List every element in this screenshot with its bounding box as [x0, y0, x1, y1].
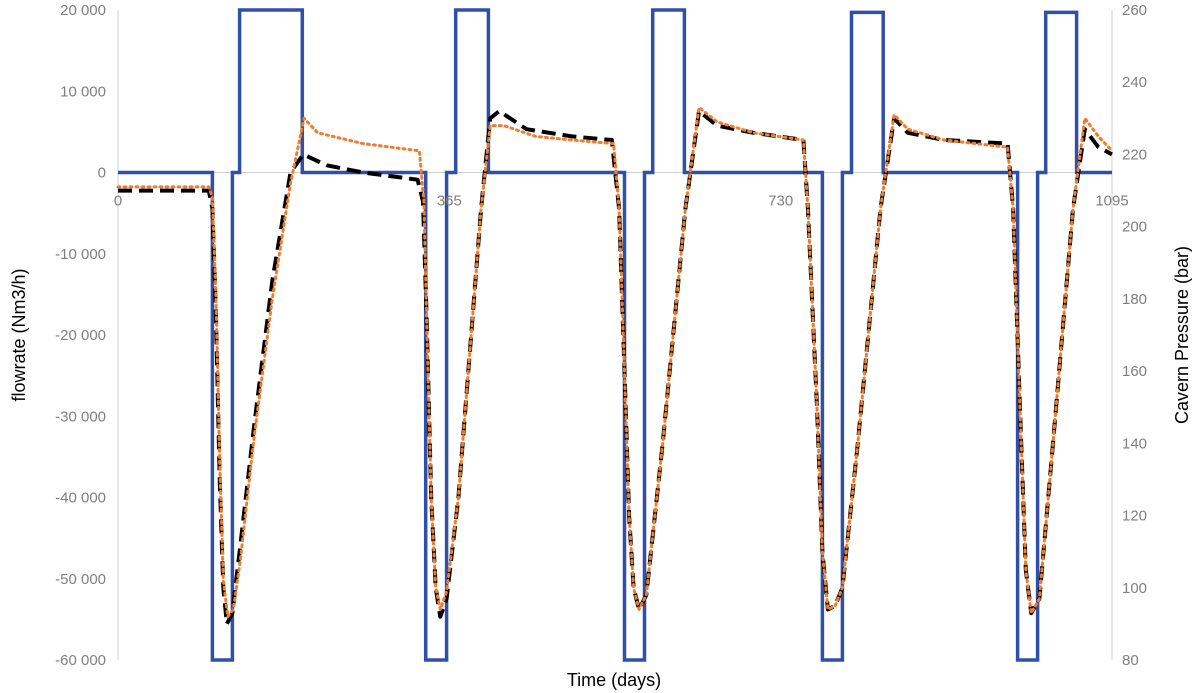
y-left-tick-label: -50 000 — [55, 571, 106, 588]
y-right-tick-label: 100 — [1122, 580, 1147, 597]
y-left-tick-label: -60 000 — [55, 652, 106, 669]
y-right-tick-label: 180 — [1122, 291, 1147, 308]
y-axis-left-title: flowrate (Nm3/h) — [9, 268, 29, 401]
y-right-tick-label: 80 — [1122, 652, 1139, 669]
x-tick-label: 0 — [114, 193, 122, 210]
y-right-tick-label: 120 — [1122, 508, 1147, 525]
y-left-tick-label: 0 — [98, 165, 106, 182]
y-axis-right-title: Cavern Pressure (bar) — [1172, 246, 1192, 424]
y-right-tick-label: 260 — [1122, 2, 1147, 19]
y-right-tick-label: 240 — [1122, 74, 1147, 91]
y-left-tick-label: 10 000 — [60, 83, 106, 100]
y-left-tick-label: -10 000 — [55, 246, 106, 263]
y-right-tick-label: 140 — [1122, 435, 1147, 452]
y-left-tick-label: -30 000 — [55, 408, 106, 425]
y-left-tick-label: -20 000 — [55, 327, 106, 344]
y-right-tick-label: 160 — [1122, 363, 1147, 380]
series-line-dashed — [118, 109, 1113, 626]
y-left-tick-label: 20 000 — [60, 2, 106, 19]
x-tick-label: 365 — [437, 193, 462, 210]
y-left-tick-label: -40 000 — [55, 490, 106, 507]
y-right-tick-label: 200 — [1122, 219, 1147, 236]
series-line-dotted — [116, 106, 1114, 619]
series-layer — [116, 8, 1114, 662]
y-right-tick-label: 220 — [1122, 146, 1147, 163]
x-axis-title: Time (days) — [567, 670, 661, 690]
x-tick-label: 730 — [768, 193, 793, 210]
tick-labels: 20 000 10 000 0 -10 000 -20 000 -30 000 -40 00… — [55, 2, 1147, 669]
series-line-solid — [118, 8, 1112, 662]
x-tick-label: 1095 — [1095, 193, 1128, 210]
